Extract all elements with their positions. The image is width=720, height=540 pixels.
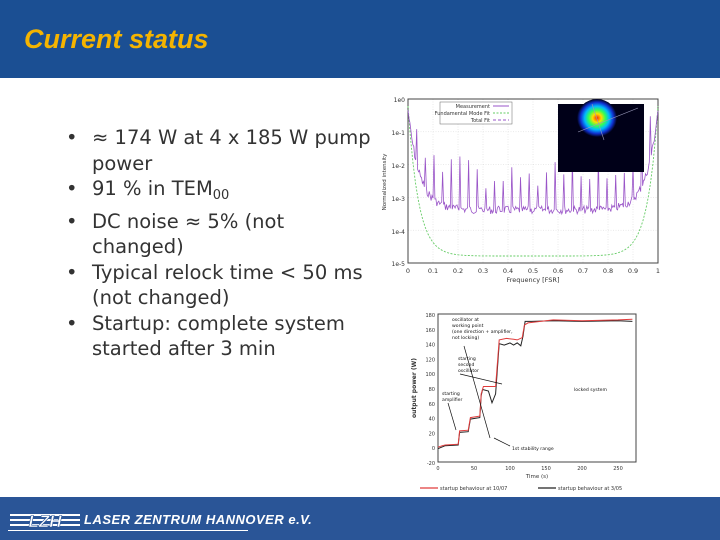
x-tick-label: 150: [541, 466, 551, 472]
y-tick-label: 1e-2: [392, 163, 406, 170]
y-tick-label: 60: [429, 402, 435, 408]
annotation-text: oscillator at: [452, 317, 479, 323]
annotation-arrow: [459, 373, 503, 385]
y-tick-label: 180: [425, 313, 435, 319]
startup-behaviour-figure: 180 160 140 120 100 80 60 40 20 0 -20 0 …: [402, 308, 642, 498]
bullet-item: Typical relock time < 50 ms (not changed…: [62, 260, 382, 311]
beam-axis-line: [591, 103, 605, 141]
x-tick-label: 50: [471, 466, 477, 472]
y-tick-label: 1e-5: [392, 261, 406, 268]
x-tick-labels: 0 0.1 0.2 0.3 0.4 0.5 0.6 0.7 0.8 0.9 1: [406, 267, 660, 275]
bullet-text: Typical relock time < 50 ms (not changed…: [92, 260, 363, 310]
x-tick-label: 0: [436, 466, 439, 472]
annotation-text: working point: [452, 323, 484, 329]
y-tick-label: 120: [425, 357, 435, 363]
annotation-text: not locking): [452, 335, 479, 341]
bullet-text: Startup: complete system started after 3…: [92, 311, 345, 361]
y-tick-label: -20: [427, 461, 435, 467]
annotation-text: second: [458, 362, 474, 368]
plot-frame: [437, 313, 637, 463]
bullet-text: ≈ 174 W at 4 x 185 W pump power: [92, 126, 371, 175]
legend-entry: startup behaviour at 3/05: [558, 486, 622, 492]
bullet-item: Startup: complete system started after 3…: [62, 311, 382, 362]
y-tick-label: 1e0: [394, 97, 406, 104]
annotation-text: locked system: [574, 387, 607, 393]
lzh-logo: LZH: [10, 512, 80, 529]
x-tick-label: 0.3: [478, 267, 488, 275]
x-tick-label: 0: [406, 267, 410, 275]
bullet-item: 91 % in TEM00: [62, 176, 382, 209]
bullet-item: DC noise ≈ 5% (not changed): [62, 209, 382, 260]
bullet-text: DC noise ≈ 5% (not changed): [92, 209, 285, 259]
x-tick-label: 0.1: [428, 267, 438, 275]
bullet-text: 91 % in TEM: [92, 177, 213, 200]
legend-entry: startup behaviour at 10/07: [440, 486, 507, 492]
annotation-text: oscillator: [458, 368, 479, 374]
x-tick-label: 0.4: [503, 267, 513, 275]
x-tick-label: 0.5: [528, 267, 538, 275]
y-tick-label: 1e-4: [392, 229, 406, 236]
legend-entry: Fundamental Mode Fit: [435, 111, 490, 117]
y-tick-label: 20: [429, 431, 435, 437]
beam-profile-image: [558, 99, 644, 172]
x-tick-label: 0.9: [628, 267, 638, 275]
legend-box: [439, 101, 513, 125]
x-tick-label: 100: [505, 466, 515, 472]
y-axis-label: Normalized intensity: [382, 153, 388, 211]
plot-legend: startup behaviour at 10/07 startup behav…: [420, 486, 622, 492]
y-tick-label: 160: [425, 328, 435, 334]
footer-bar: LZH LASER ZENTRUM HANNOVER e.V.: [0, 497, 720, 540]
bullet-list: ≈ 174 W at 4 x 185 W pump power 91 % in …: [62, 125, 382, 362]
startup-1007-curve: [437, 318, 633, 448]
organization-name: LASER ZENTRUM HANNOVER e.V.: [84, 512, 313, 527]
x-tick-label: 200: [577, 466, 587, 472]
x-tick-label: 1: [656, 267, 660, 275]
legend-entry: Total Fit: [470, 118, 490, 124]
footer-divider: [8, 530, 248, 531]
x-axis-label: Time (s): [525, 474, 548, 480]
x-tick-label: 0.6: [553, 267, 563, 275]
x-tick-label: 0.2: [453, 267, 463, 275]
annotation-text: (one direction + amplifier,: [452, 329, 513, 335]
annotation-arrow: [463, 345, 491, 439]
mode-spectrum-figure: 1e0 1e-1 1e-2 1e-3 1e-4 1e-5 0 0.1 0.2 0…: [376, 92, 676, 284]
y-tick-label: 80: [429, 387, 435, 393]
y-tick-label: 40: [429, 417, 435, 423]
plot-annotations: oscillator at working point (one directi…: [442, 317, 607, 452]
annotation-text: amplifier: [442, 397, 462, 403]
annotation-text: starting: [442, 391, 460, 397]
x-axis-label: Frequency [FSR]: [507, 276, 560, 284]
y-tick-labels: 1e0 1e-1 1e-2 1e-3 1e-4 1e-5: [392, 97, 406, 268]
legend-entry: Measurement: [456, 104, 490, 110]
beam-axis-line: [577, 107, 639, 133]
y-tick-label: 100: [425, 372, 435, 378]
y-tick-label: 1e-3: [392, 196, 406, 203]
measurement-curve: [407, 109, 659, 216]
annotation-arrows: [447, 345, 511, 447]
bullet-item: ≈ 174 W at 4 x 185 W pump power: [62, 125, 382, 176]
y-tick-label: 1e-1: [392, 130, 406, 137]
y-axis-label: output power (W): [411, 358, 418, 418]
plot-frame: [407, 98, 659, 264]
annotation-arrow: [493, 437, 511, 447]
slide-title: Current status: [24, 24, 209, 54]
title-bar: Current status: [0, 0, 720, 78]
bullet-subscript: 00: [212, 188, 230, 203]
y-tick-label: 0: [432, 446, 435, 452]
y-tick-label: 140: [425, 343, 435, 349]
x-tick-label: 0.7: [578, 267, 588, 275]
beam-spot: [577, 99, 617, 137]
x-tick-labels: 0 50 100 150 200 250: [436, 466, 622, 472]
annotation-arrow: [447, 402, 457, 431]
x-tick-label: 250: [613, 466, 623, 472]
annotation-text: starting: [458, 356, 476, 362]
plot-legend: Measurement Fundamental Mode Fit Total F…: [435, 101, 513, 125]
annotation-text: 1st stability range: [512, 446, 554, 452]
y-tick-labels: 180 160 140 120 100 80 60 40 20 0 -20: [425, 313, 435, 467]
fundamental-mode-fit-curve: [407, 105, 659, 257]
x-tick-label: 0.8: [603, 267, 613, 275]
logo-text: LZH: [28, 512, 62, 529]
